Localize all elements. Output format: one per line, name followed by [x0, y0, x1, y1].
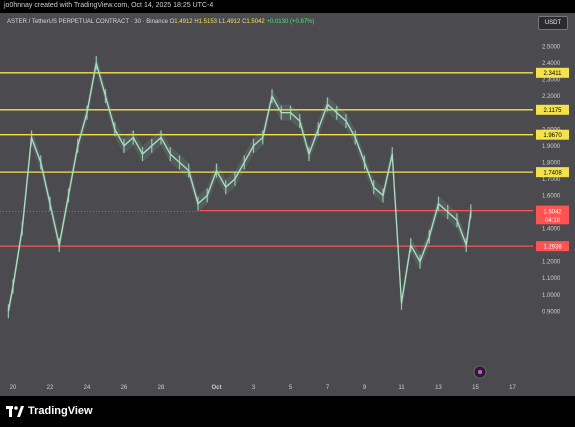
currency-unit-button[interactable]: USDT: [538, 16, 568, 30]
x-tick-label: 28: [158, 385, 165, 391]
chart-panel[interactable]: [0, 13, 575, 396]
price-change: +0.0130 (+0.87%): [266, 19, 315, 25]
x-tick-label: 11: [398, 385, 405, 391]
price-chart[interactable]: 2.50002.40002.30002.20002.10002.00001.90…: [0, 13, 575, 396]
x-tick-label: 26: [121, 385, 128, 391]
level-label-bg-5: [536, 241, 569, 252]
ohlc-open: 1.4912: [174, 19, 193, 25]
level-label-1: 2.1175: [544, 108, 563, 114]
x-tick-label: 17: [509, 385, 516, 391]
x-tick-label: 22: [47, 385, 54, 391]
ohlc-high-label: H: [194, 19, 199, 25]
tradingview-logo-icon: [6, 405, 24, 417]
x-tick-label: 24: [84, 385, 91, 391]
level-label-bg-1: [536, 104, 569, 115]
price-series-line: [7, 62, 472, 312]
y-tick-label: 2.4000: [542, 61, 561, 67]
y-tick-label: 0.9000: [542, 309, 561, 315]
ohlc-close-label: C: [242, 19, 247, 25]
x-tick-label: 7: [326, 385, 330, 391]
footer-bar: [0, 396, 575, 427]
time-axis: 20 22 24 26 28 Oct 3 5 7 9 11 13 15 17: [10, 385, 517, 391]
level-label-5: 1.2936: [543, 244, 562, 250]
x-tick-label: 9: [363, 385, 367, 391]
x-tick-label: 15: [472, 385, 479, 391]
x-tick-label: Oct: [211, 385, 221, 391]
y-tick-label: 1.2000: [542, 260, 561, 266]
current-price-badge: [536, 206, 569, 225]
tradingview-logo[interactable]: TradingView: [6, 404, 93, 418]
y-tick-label: 2.5000: [542, 45, 561, 51]
level-label-bg-0: [536, 67, 569, 78]
price-range-band: [8, 55, 471, 320]
level-label-3: 1.7408: [543, 170, 562, 176]
level-label-0: 2.3411: [544, 71, 563, 77]
levels-layer: [0, 72, 533, 247]
y-tick-label: 1.1000: [542, 276, 561, 282]
x-tick-label: 20: [10, 385, 17, 391]
current-price-label: 1.5042: [543, 210, 562, 216]
y-tick-label: 1.0000: [542, 293, 561, 299]
y-tick-label: 1.9000: [542, 144, 561, 150]
y-tick-label: 1.4000: [542, 227, 561, 233]
ohlc-low-label: L: [218, 19, 223, 25]
symbol-legend: ASTER / TetherUS PERPETUAL CONTRACT · 30…: [7, 19, 315, 25]
series-layer: [7, 55, 472, 320]
level-labels-layer: 2.34112.11751.96701.74081.50831.29361.50…: [536, 67, 569, 252]
ohlc-open-label: O: [169, 19, 175, 25]
tradingview-brand: TradingView: [28, 405, 93, 417]
bar-countdown: 04:18: [545, 218, 561, 224]
level-label-bg-3: [536, 167, 569, 178]
y-tick-label: 2.2000: [542, 94, 561, 100]
credit-text: jo0hnnay created with TradingView.com, O…: [4, 2, 214, 9]
x-tick-label: 3: [252, 385, 256, 391]
level-label-bg-2: [536, 129, 569, 140]
y-tick-label: 1.8000: [542, 160, 561, 166]
x-tick-label: 13: [435, 385, 442, 391]
y-tick-label: 2.3000: [542, 78, 561, 84]
alert-icon[interactable]: [473, 365, 487, 379]
header-bar: jo0hnnay created with TradingView.com, O…: [0, 0, 575, 13]
ohlc-close: 1.5042: [246, 19, 265, 25]
y-tick-label: 1.6000: [542, 193, 561, 199]
x-tick-label: 5: [289, 385, 293, 391]
y-tick-label: 1.7000: [542, 177, 561, 183]
level-label-2: 1.9670: [543, 133, 562, 139]
ohlc-low: 1.4912: [222, 19, 241, 25]
symbol-name: ASTER / TetherUS PERPETUAL CONTRACT · 30…: [7, 19, 168, 25]
price-axis: 2.50002.40002.30002.20002.10002.00001.90…: [542, 45, 561, 316]
ohlc-high: 1.5153: [198, 19, 218, 25]
